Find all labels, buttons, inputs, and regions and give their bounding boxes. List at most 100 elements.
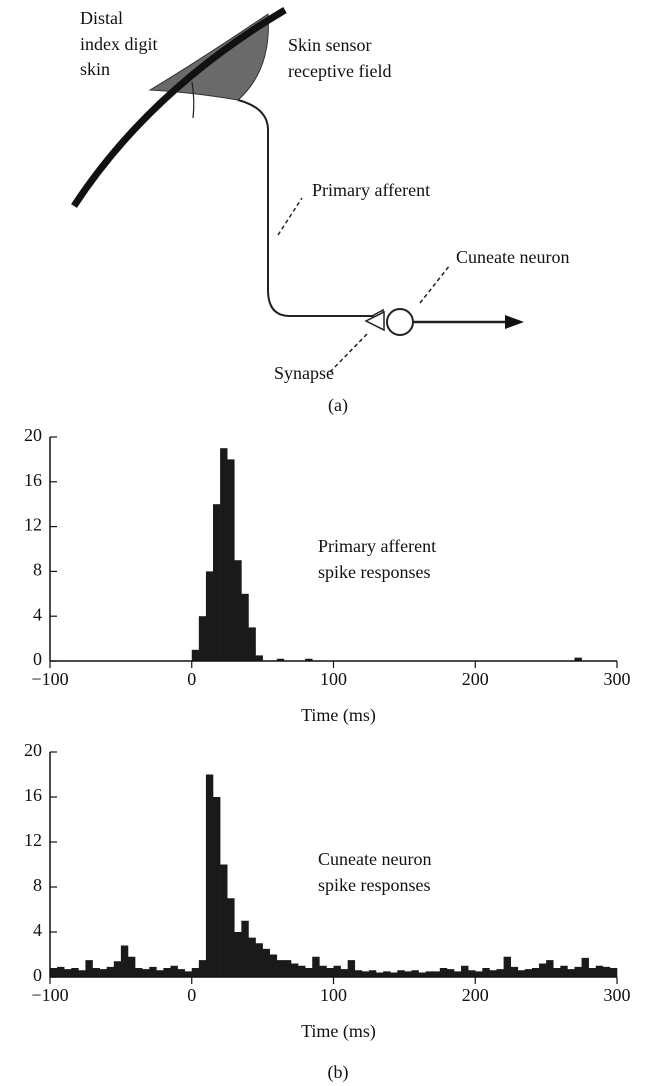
diagram: Distal index digit skin Skin sensor rece… <box>71 6 569 416</box>
bar <box>383 971 391 977</box>
bar <box>305 658 313 661</box>
bar <box>213 504 221 661</box>
bar <box>156 970 164 977</box>
bar <box>553 968 561 977</box>
bar <box>205 571 214 661</box>
bar <box>142 969 150 977</box>
bar <box>482 968 490 977</box>
bar <box>461 965 469 977</box>
bar <box>191 649 200 661</box>
bar <box>347 960 356 977</box>
bar <box>163 968 171 977</box>
bar <box>319 965 327 977</box>
bar <box>106 966 115 977</box>
bar <box>276 658 285 661</box>
bar <box>503 956 511 977</box>
annotation: spike responses <box>318 562 430 582</box>
bar <box>234 932 242 977</box>
bar <box>340 969 348 977</box>
x-axis-label: Time (ms) <box>301 705 376 726</box>
bar <box>496 969 504 977</box>
bar <box>64 969 72 977</box>
y-tick-label: 8 <box>33 875 42 895</box>
label: Skin sensor <box>288 35 372 55</box>
y-tick-label: 0 <box>33 649 42 669</box>
label: receptive field <box>288 61 391 81</box>
y-tick-label: 0 <box>33 965 42 985</box>
afferent-fiber <box>237 99 380 317</box>
field-border <box>191 81 195 119</box>
bar <box>397 970 405 977</box>
x-axis-label: Time (ms) <box>301 1021 376 1042</box>
x-tick-label: 200 <box>462 985 489 1005</box>
bar <box>227 459 235 661</box>
bar <box>510 966 519 977</box>
bar <box>333 965 341 977</box>
afferent-leader <box>277 197 303 236</box>
bar <box>411 970 419 977</box>
label: Cuneate neuron <box>456 247 569 267</box>
y-tick-label: 4 <box>33 604 42 624</box>
bar <box>198 616 207 661</box>
bar <box>574 966 582 977</box>
x-tick-label: 200 <box>462 669 489 689</box>
bar <box>453 971 462 977</box>
bar <box>198 960 207 977</box>
skin <box>71 6 287 208</box>
bar <box>290 963 299 977</box>
bar <box>50 968 58 977</box>
panel-label: (a) <box>328 395 348 416</box>
bar <box>602 966 611 977</box>
bar <box>220 448 228 661</box>
bar <box>262 948 271 977</box>
bar <box>191 968 200 977</box>
bar <box>184 971 193 977</box>
bar <box>517 970 526 977</box>
y-tick-label: 20 <box>24 425 42 445</box>
bar <box>531 968 540 977</box>
bar <box>595 965 604 977</box>
bar <box>312 956 320 977</box>
bar <box>489 970 497 977</box>
bar <box>234 560 242 661</box>
x-tick-label: 100 <box>320 985 347 1005</box>
y-tick-label: 16 <box>24 470 42 490</box>
bar <box>92 968 100 977</box>
bar <box>227 898 235 977</box>
bar <box>135 968 143 977</box>
bar <box>439 968 448 977</box>
y-tick-label: 16 <box>24 785 42 805</box>
x-tick-label: −100 <box>31 669 68 689</box>
annotation: Primary afferent <box>318 536 436 556</box>
bar <box>298 965 306 977</box>
bar <box>368 970 377 977</box>
bar <box>305 968 313 977</box>
bar <box>404 971 412 977</box>
label: skin <box>80 59 110 79</box>
bar <box>567 969 575 977</box>
bar <box>248 937 256 977</box>
bar <box>609 968 618 977</box>
bar <box>432 971 441 977</box>
x-tick-label: 100 <box>320 669 347 689</box>
bar <box>276 960 285 977</box>
bar <box>361 971 370 977</box>
bar <box>425 971 434 977</box>
bar <box>269 954 278 977</box>
bar <box>255 943 263 977</box>
bar <box>574 657 582 661</box>
bar <box>78 970 86 977</box>
bar <box>99 969 107 977</box>
y-tick-label: 8 <box>33 560 42 580</box>
bar <box>241 593 249 661</box>
bar <box>524 969 533 977</box>
bar <box>354 970 363 977</box>
annotation: spike responses <box>318 875 430 895</box>
bar <box>376 972 384 977</box>
y-tick-label: 4 <box>33 920 42 940</box>
y-tick-label: 20 <box>24 740 42 760</box>
label: Distal <box>80 8 123 28</box>
bar <box>468 970 476 977</box>
panel-label: (b) <box>328 1062 349 1083</box>
